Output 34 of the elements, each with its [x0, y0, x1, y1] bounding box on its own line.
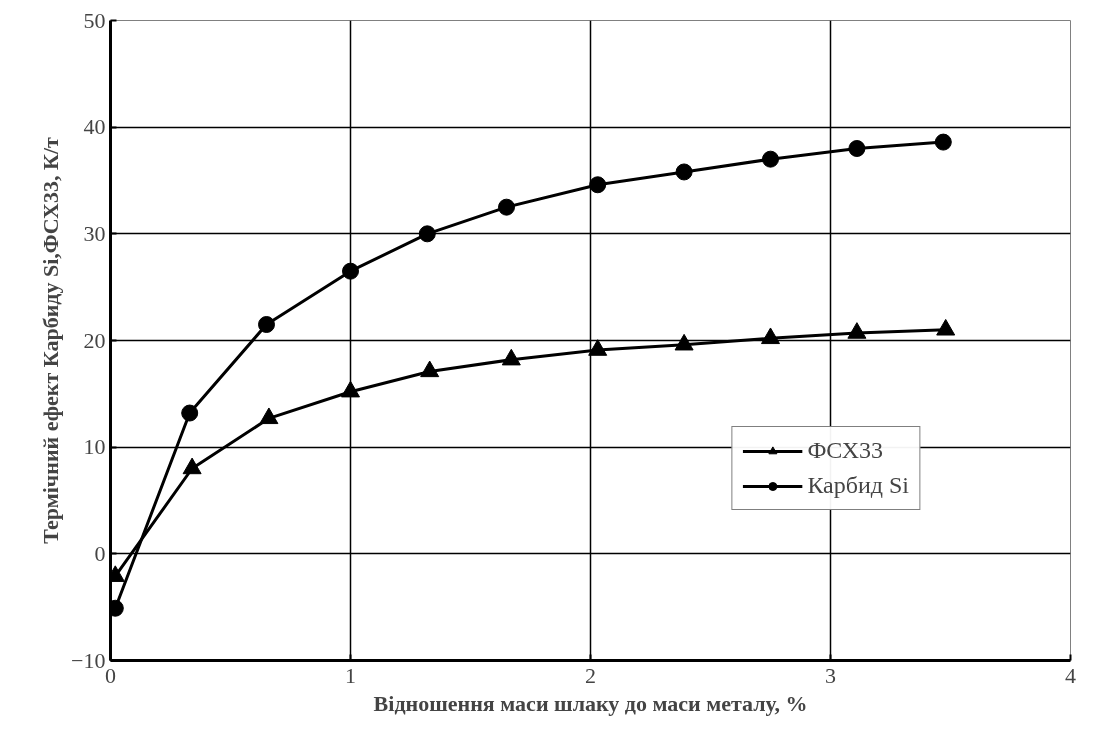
point: [936, 318, 956, 336]
point: [675, 163, 693, 181]
y-axis-title: Термічний ефект Карбиду Si,ФСХ33, К/т: [38, 137, 64, 544]
point: [258, 316, 275, 333]
point: [588, 339, 608, 356]
point: [934, 133, 952, 151]
point: [501, 348, 521, 366]
x-tick-label: 1: [345, 662, 356, 688]
point: [498, 198, 515, 216]
y-tick-label: 50: [83, 7, 106, 33]
x-axis-title: Відношення маси шлаку до маси металу, %: [373, 690, 808, 716]
legend-label: ФСХ33: [807, 437, 884, 464]
point: [589, 176, 607, 194]
y-tick-label: 30: [83, 220, 106, 246]
point: [761, 327, 780, 345]
point: [182, 457, 202, 475]
point: [420, 360, 440, 378]
x-tick-label: 3: [825, 662, 836, 688]
point: [342, 262, 359, 280]
point: [848, 140, 866, 157]
y-tick-label: 10: [83, 434, 106, 460]
point: [341, 380, 360, 398]
y-tick-label: 20: [83, 327, 106, 353]
point: [259, 407, 279, 425]
point: [674, 333, 694, 351]
x-tick-label: 2: [585, 662, 596, 688]
x-tick-label: 4: [1065, 662, 1076, 688]
point: [847, 322, 867, 339]
point: [762, 150, 779, 168]
legend-label: Карбид Si: [807, 472, 909, 499]
y-tick-label: 40: [83, 114, 106, 140]
y-tick-label: 0: [94, 540, 106, 566]
point: [418, 225, 436, 243]
y-tick-label: −10: [71, 647, 106, 673]
